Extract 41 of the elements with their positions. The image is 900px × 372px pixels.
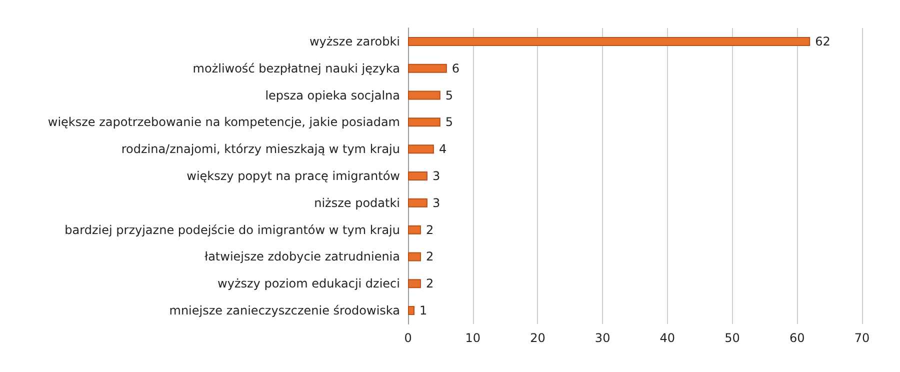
x-tick-label: 30 [594, 331, 610, 345]
data-label: 3 [432, 196, 440, 210]
y-tick-label: wyższe zarobki [309, 34, 400, 48]
data-label: 62 [815, 34, 830, 48]
data-label: 3 [432, 169, 440, 183]
x-tick-label: 10 [465, 331, 480, 345]
y-tick-label: łatwiejsze zdobycie zatrudnienia [204, 250, 400, 264]
data-label: 5 [445, 115, 454, 130]
data-label: 2 [426, 276, 434, 291]
x-tick-label: 20 [530, 331, 546, 345]
bar [408, 225, 421, 234]
bar [408, 252, 421, 262]
data-label: 5 [445, 88, 454, 102]
x-tick-label: 50 [724, 331, 740, 345]
y-tick-label: mniejsze zanieczyszczenie środowiska [169, 304, 400, 318]
y-tick-label: bardziej przyjazne podejście do imigrantów w tym kraju [64, 222, 400, 237]
data-label: 1 [419, 304, 428, 318]
data-label: 2 [426, 250, 434, 264]
y-tick-label: niższe podatki [314, 196, 400, 210]
bar [408, 172, 428, 180]
data-label: 2 [426, 222, 434, 237]
y-tick-label: większe zapotrzebowanie na kompetencje, jakie posiadam [48, 115, 400, 130]
bar [408, 144, 434, 154]
x-tick-label: 60 [790, 331, 805, 345]
bar [408, 306, 414, 316]
y-tick-label: większy popyt na pracę imigrantów [186, 169, 400, 183]
data-label: 4 [438, 142, 447, 156]
x-tick-label: 70 [854, 331, 870, 345]
bar [408, 64, 447, 73]
bar [408, 198, 428, 208]
bar [408, 90, 440, 100]
data-label: 6 [452, 61, 460, 76]
bar [408, 279, 421, 288]
bar [408, 36, 810, 46]
y-tick-label: możliwość bezpłatnej nauki języka [192, 61, 400, 76]
bar [408, 118, 440, 127]
y-tick-label: wyższy poziom edukacji dzieci [218, 276, 400, 291]
x-tick-label: 40 [660, 331, 676, 345]
y-tick-label: lepsza opieka socjalna [265, 88, 400, 102]
y-tick-label: rodzina/znajomi, którzy mieszkają w tym kraju [121, 142, 400, 156]
x-tick-label: 0 [404, 331, 412, 345]
